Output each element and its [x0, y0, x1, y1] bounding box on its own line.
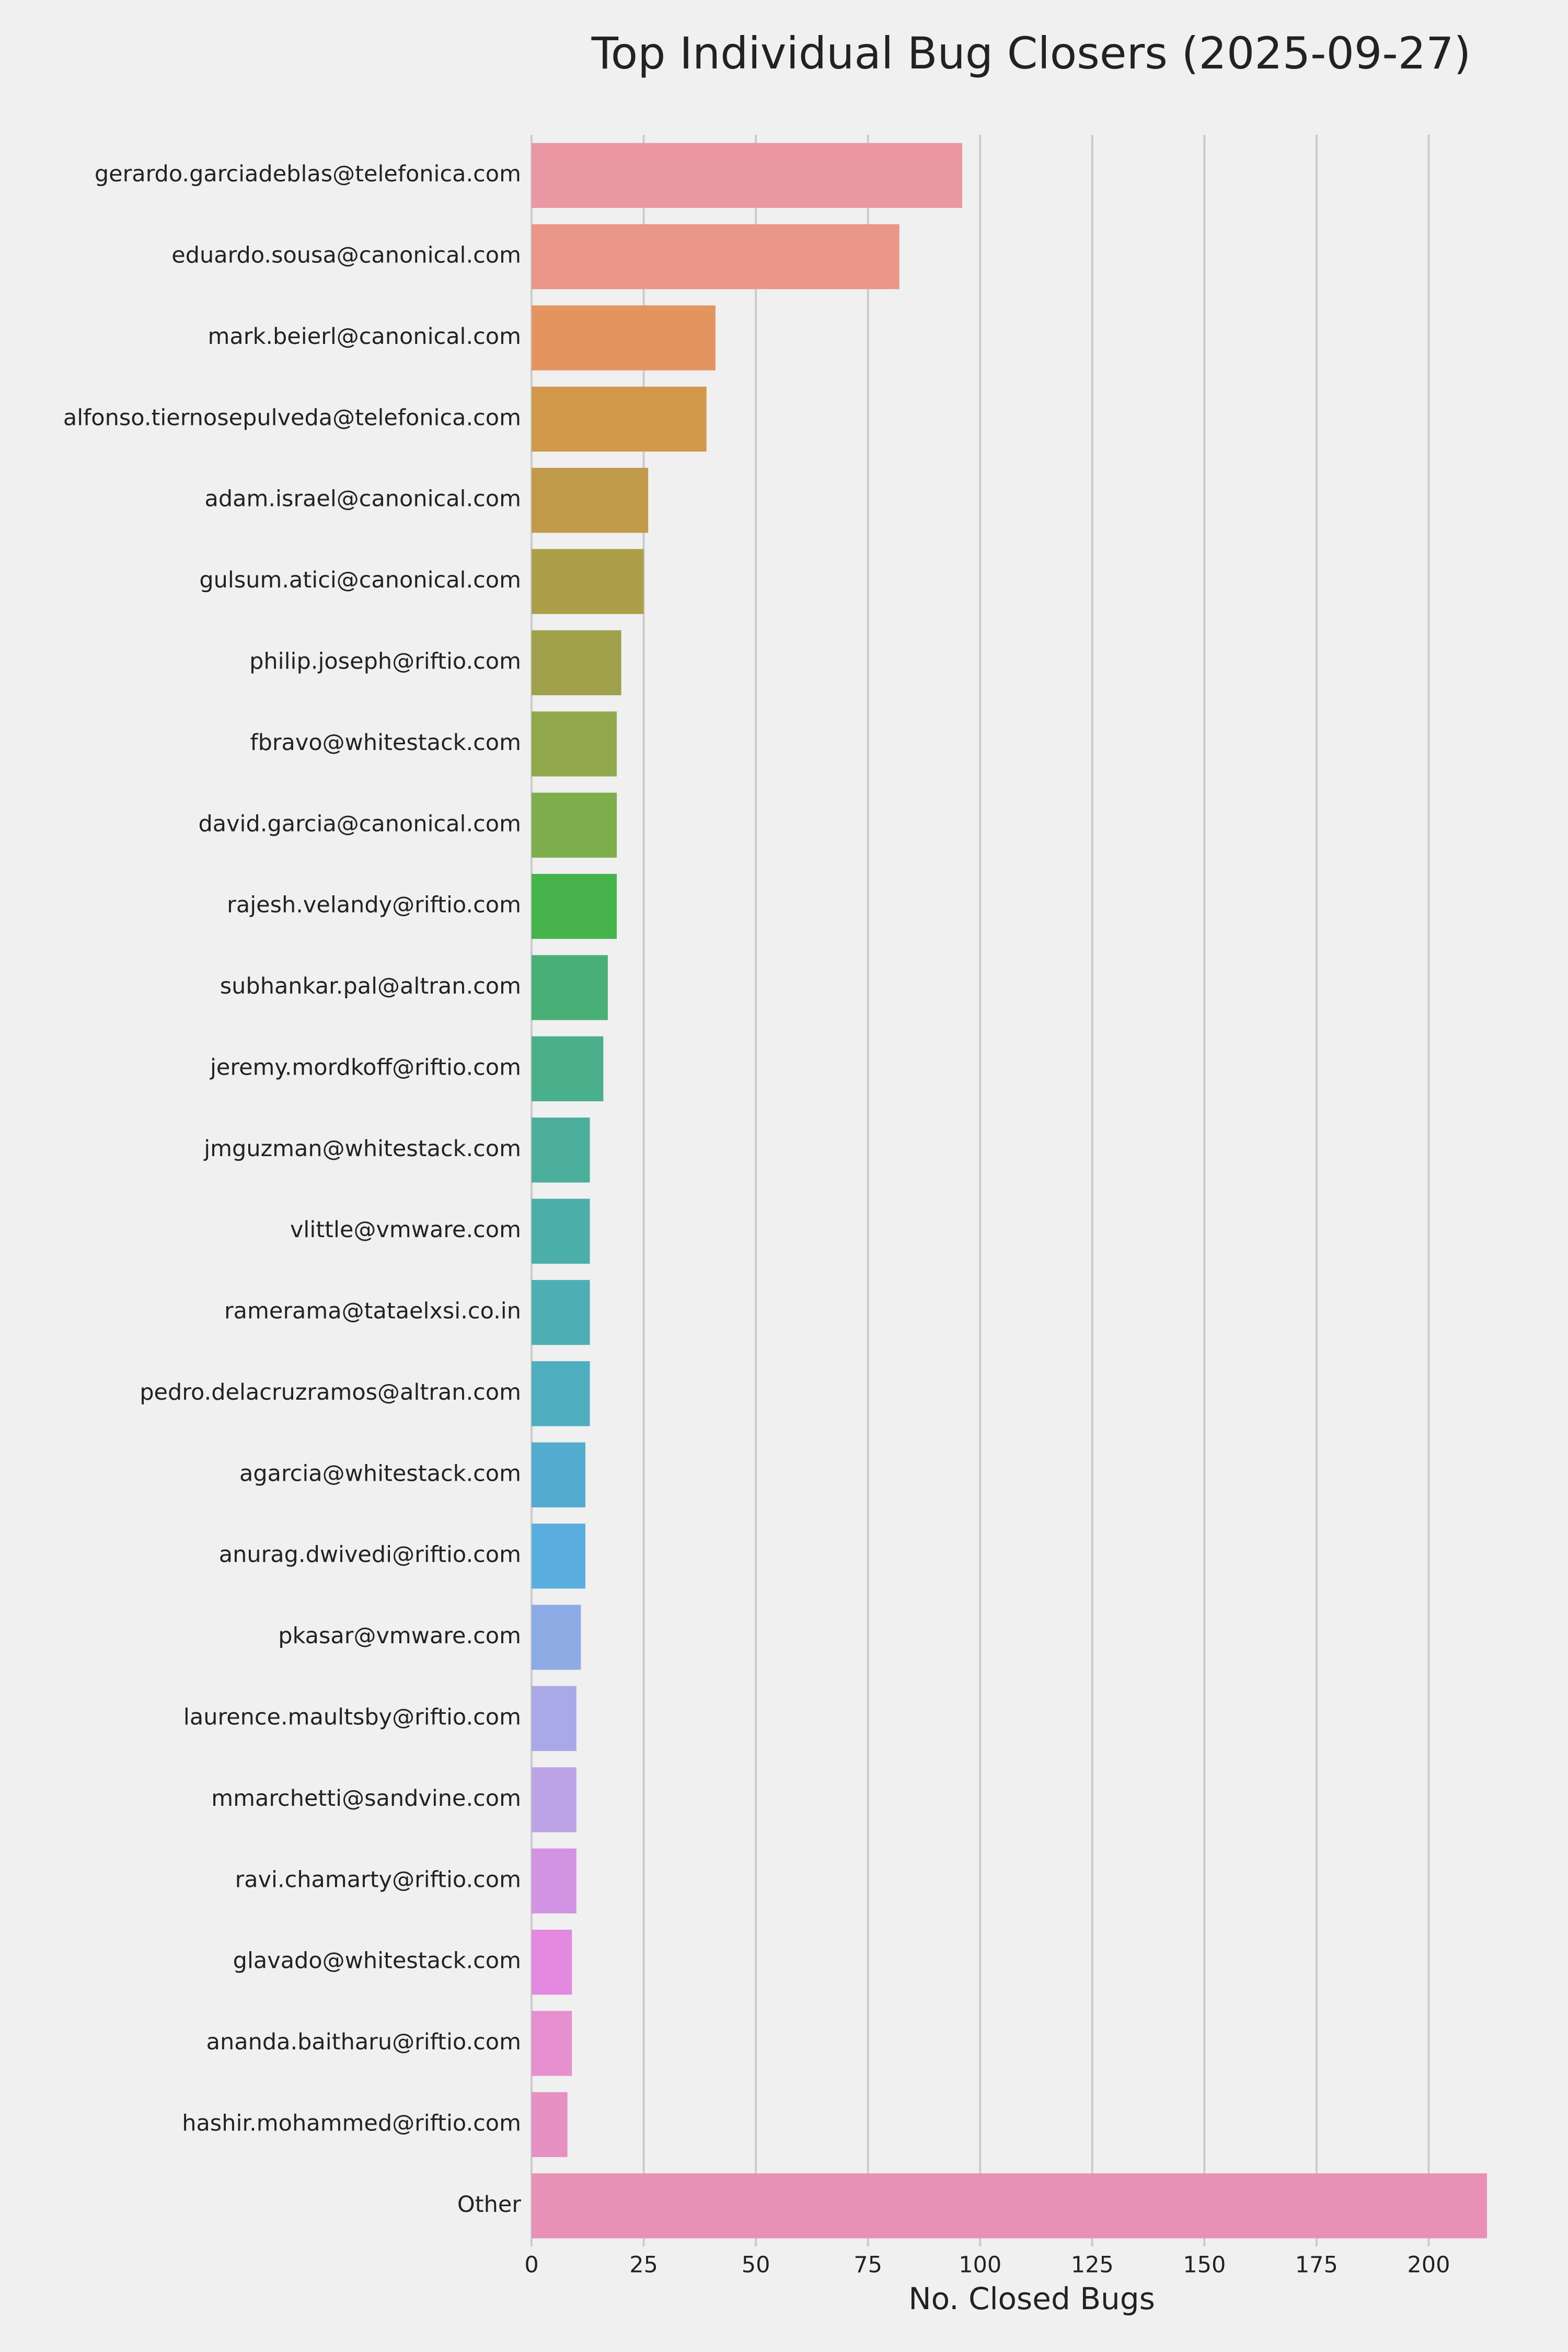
bar: [532, 1686, 577, 1751]
y-tick-label: jmguzman@whitestack.com: [203, 1136, 521, 1162]
x-tick-label: 150: [1183, 2252, 1226, 2278]
x-tick-label: 50: [742, 2252, 770, 2278]
bar: [532, 1117, 590, 1183]
bar: [532, 468, 649, 533]
bar: [532, 224, 900, 290]
y-tick-label: pkasar@vmware.com: [278, 1623, 521, 1649]
bar: [532, 1605, 581, 1670]
chart-title: Top Individual Bug Closers (2025-09-27): [591, 28, 1471, 79]
bar: [532, 549, 644, 614]
x-tick-label: 200: [1407, 2252, 1450, 2278]
y-tick-label: rajesh.velandy@riftio.com: [227, 892, 521, 918]
bar: [532, 630, 621, 696]
y-tick-label: adam.israel@canonical.com: [204, 486, 521, 512]
x-axis-label: No. Closed Bugs: [908, 2281, 1155, 2316]
bar: [532, 874, 617, 939]
bar: [532, 1930, 572, 1995]
bar: [532, 2011, 572, 2076]
y-tick-label: ramerama@tataelxsi.co.in: [224, 1298, 521, 1324]
x-tick-label: 175: [1295, 2252, 1338, 2278]
y-tick-label: mark.beierl@canonical.com: [208, 324, 521, 350]
y-tick-label: hashir.mohammed@riftio.com: [182, 2110, 521, 2136]
x-tick-label: 125: [1071, 2252, 1114, 2278]
bar: [532, 386, 707, 452]
bar: [532, 1361, 590, 1426]
y-tick-label: pedro.delacruzramos@altran.com: [140, 1379, 521, 1405]
y-tick-label: glavado@whitestack.com: [233, 1948, 521, 1974]
x-tick-label: 25: [629, 2252, 658, 2278]
y-tick-label: gerardo.garciadeblas@telefonica.com: [95, 161, 521, 187]
bar: [532, 1198, 590, 1264]
y-tick-label: alfonso.tiernosepulveda@telefonica.com: [63, 405, 521, 431]
y-tick-label: gulsum.atici@canonical.com: [199, 567, 521, 593]
bar: [532, 1524, 585, 1589]
bar: [532, 955, 608, 1020]
y-tick-label: ravi.chamarty@riftio.com: [235, 1866, 521, 1893]
bar: [532, 792, 617, 858]
bar: [532, 1036, 604, 1102]
y-tick-label: agarcia@whitestack.com: [239, 1460, 521, 1486]
y-tick-label: Other: [457, 2192, 521, 2218]
bar: [532, 711, 617, 777]
y-tick-label: anurag.dwivedi@riftio.com: [219, 1542, 521, 1568]
x-tick-label: 0: [524, 2252, 538, 2278]
x-tick-label: 100: [959, 2252, 1001, 2278]
y-tick-label: david.garcia@canonical.com: [198, 811, 521, 837]
bar: [532, 1767, 577, 1832]
y-tick-label: eduardo.sousa@canonical.com: [171, 243, 521, 269]
bar: [532, 2092, 568, 2158]
bar: [532, 143, 962, 208]
x-tick-label: 75: [854, 2252, 882, 2278]
y-tick-label: jeremy.mordkoff@riftio.com: [210, 1054, 521, 1080]
bar: [532, 305, 716, 371]
y-tick-label: mmarchetti@sandvine.com: [211, 1785, 521, 1812]
y-tick-label: laurence.maultsby@riftio.com: [183, 1704, 521, 1731]
y-tick-label: vlittle@vmware.com: [290, 1217, 521, 1243]
bar: [532, 1442, 585, 1507]
y-tick-label: ananda.baitharu@riftio.com: [206, 2029, 521, 2055]
y-tick-label: philip.joseph@riftio.com: [249, 649, 521, 675]
bar: [532, 1848, 577, 1913]
y-tick-label: fbravo@whitestack.com: [250, 730, 521, 756]
bar: [532, 2173, 1487, 2239]
y-tick-label: subhankar.pal@altran.com: [220, 973, 521, 999]
bar: [532, 1279, 590, 1345]
